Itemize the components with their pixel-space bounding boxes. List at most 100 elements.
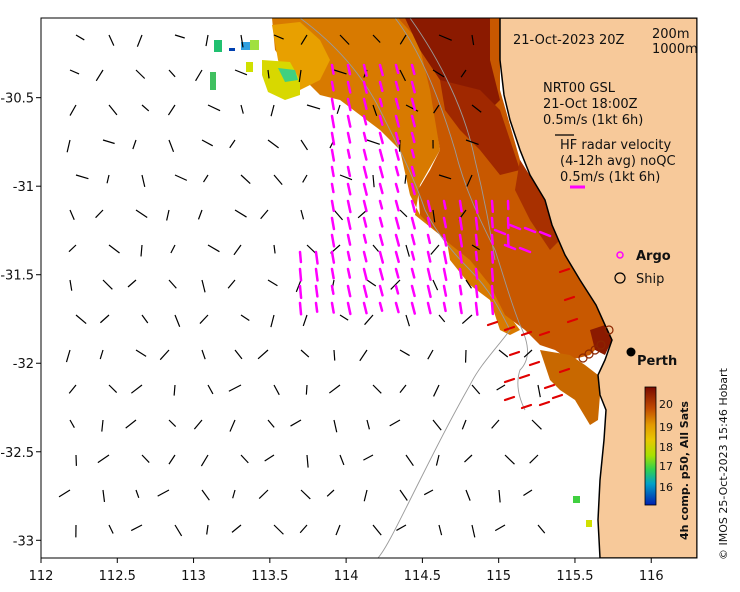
radar-vector bbox=[378, 199, 384, 210]
radar-vector bbox=[298, 267, 303, 282]
model-vector bbox=[108, 34, 115, 46]
radar-vector bbox=[362, 250, 368, 263]
model-vector bbox=[333, 419, 338, 433]
model-vector bbox=[240, 174, 251, 184]
radar-vector bbox=[410, 301, 417, 315]
model-vector bbox=[201, 349, 206, 360]
model-vector bbox=[339, 34, 350, 45]
credit-text: © IMOS 25-Oct-2023 15:46 Hobart bbox=[717, 367, 730, 560]
model-vector bbox=[427, 349, 434, 360]
radar-vector bbox=[442, 284, 448, 297]
x-tick-label: 112 bbox=[29, 569, 54, 584]
model-vector bbox=[461, 314, 473, 324]
radar-vector bbox=[346, 250, 351, 262]
radar-vector bbox=[426, 199, 432, 213]
model-vector bbox=[101, 419, 104, 432]
model-vector bbox=[174, 174, 188, 181]
radar-label-1: HF radar velocity bbox=[560, 138, 672, 153]
radar-vector bbox=[378, 148, 385, 162]
radar-vector bbox=[458, 199, 463, 213]
radar-vector bbox=[394, 267, 400, 279]
x-tick-label: 114 bbox=[334, 569, 359, 584]
model-vector bbox=[205, 34, 209, 47]
model-vector bbox=[299, 524, 308, 534]
cb-tick-19: 19 bbox=[659, 421, 673, 434]
model-vector bbox=[529, 454, 539, 464]
radar-vector bbox=[330, 182, 335, 194]
model-vector bbox=[438, 174, 452, 180]
depth-label-200: 200m bbox=[652, 27, 689, 42]
radar-vector bbox=[346, 301, 352, 316]
radar-vector bbox=[442, 233, 448, 247]
model-vector bbox=[405, 244, 410, 257]
model-vector bbox=[95, 69, 104, 82]
model-vector bbox=[108, 524, 114, 534]
radar-vector bbox=[346, 199, 352, 214]
model-vector bbox=[438, 314, 446, 323]
radar-vector bbox=[458, 301, 463, 315]
radar-vector bbox=[410, 182, 416, 196]
radar-vector bbox=[410, 267, 416, 279]
radar-vector bbox=[523, 226, 537, 234]
model-vector bbox=[65, 349, 71, 363]
coastal-radar-vector bbox=[558, 267, 571, 274]
model-vector bbox=[432, 69, 445, 78]
model-vector bbox=[167, 104, 176, 116]
radar-vector bbox=[394, 233, 401, 247]
model-vector bbox=[127, 279, 137, 288]
model-vector bbox=[234, 209, 247, 218]
model-vector bbox=[157, 489, 170, 497]
cb-tick-18: 18 bbox=[659, 441, 673, 454]
coastal-radar-vector bbox=[520, 330, 533, 337]
coastal-radar-vector bbox=[538, 330, 551, 337]
model-vector bbox=[339, 314, 349, 321]
radar-vector bbox=[378, 131, 384, 145]
coastal-radar-vector bbox=[558, 367, 571, 374]
radar-vector bbox=[298, 284, 303, 300]
model-vector bbox=[433, 104, 440, 114]
model-vector bbox=[438, 524, 443, 536]
radar-vector bbox=[394, 63, 400, 75]
radar-vector bbox=[330, 131, 336, 146]
radar-vector bbox=[474, 216, 479, 231]
model-vector bbox=[159, 349, 170, 361]
radar-vector bbox=[410, 216, 416, 230]
cb-tick-16: 16 bbox=[659, 481, 673, 494]
coastal-radar-vector bbox=[503, 325, 516, 332]
radar-vector bbox=[394, 199, 400, 212]
model-vector bbox=[326, 489, 335, 497]
coastal-radar-vector bbox=[551, 393, 564, 400]
coastal-radar-vector bbox=[503, 377, 516, 384]
model-vector bbox=[363, 454, 374, 461]
radar-vector bbox=[346, 284, 352, 298]
model-vector bbox=[372, 174, 375, 188]
model-vector bbox=[465, 489, 471, 501]
model-vector bbox=[300, 34, 308, 45]
model-vector bbox=[267, 69, 270, 79]
model-vector bbox=[203, 174, 209, 183]
radar-vector bbox=[362, 216, 368, 228]
radar-vector bbox=[410, 199, 417, 213]
model-vector bbox=[363, 489, 368, 502]
model-vector bbox=[537, 524, 546, 534]
model-vector bbox=[106, 174, 110, 184]
radar-vector bbox=[394, 301, 400, 314]
model-label-1: NRT00 GSL bbox=[543, 81, 616, 96]
model-vector bbox=[471, 524, 476, 538]
model-vector bbox=[300, 349, 310, 358]
model-vector bbox=[195, 69, 203, 82]
model-vector bbox=[267, 419, 275, 428]
model-vector bbox=[135, 209, 148, 219]
model-vector bbox=[69, 209, 75, 220]
model-vector bbox=[207, 104, 221, 112]
radar-vector bbox=[426, 301, 432, 315]
radar-vector bbox=[298, 301, 303, 316]
radar-vector bbox=[394, 216, 401, 230]
model-vector bbox=[229, 419, 236, 432]
model-vector bbox=[465, 139, 479, 146]
model-vector bbox=[333, 209, 344, 221]
model-vector bbox=[130, 384, 143, 394]
radar-vector bbox=[426, 284, 432, 299]
model-vector bbox=[102, 489, 106, 502]
radar-vector bbox=[346, 216, 352, 231]
